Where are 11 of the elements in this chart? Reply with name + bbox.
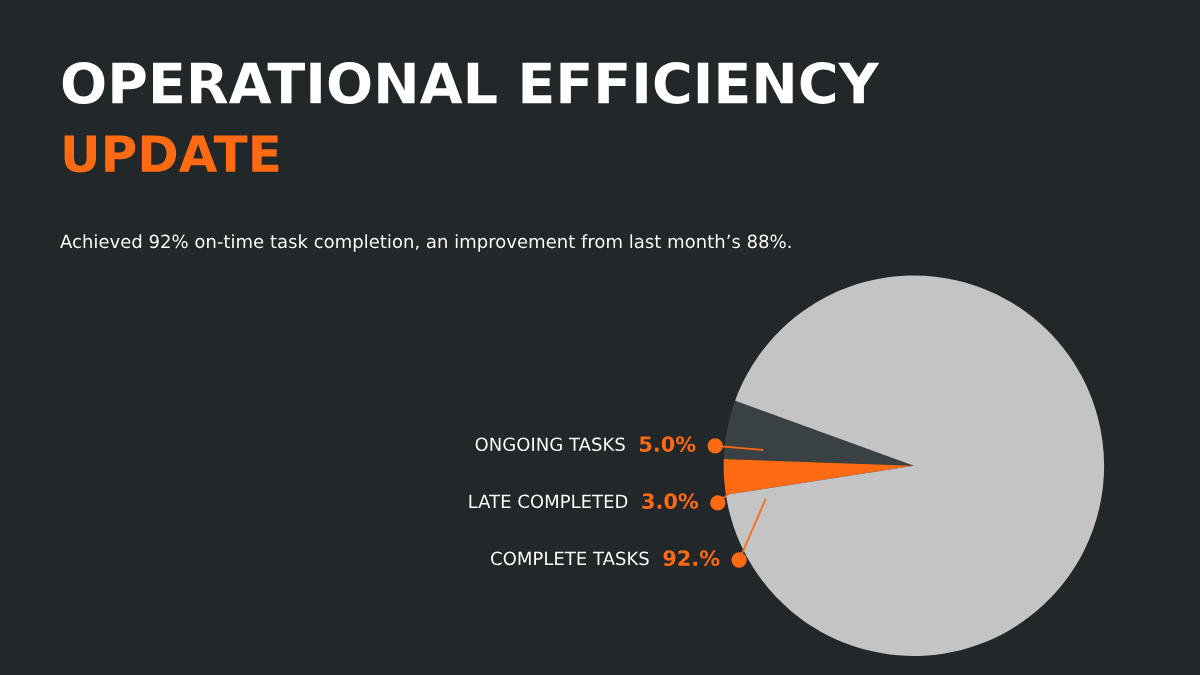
pie-slice bbox=[725, 275, 1105, 656]
chart-subtitle: UPDATE bbox=[64, 135, 279, 173]
data-label: 3.0% bbox=[642, 493, 699, 509]
text: Achieved 92% on-time task completion, an improvement from last month’s 88%. bbox=[60, 234, 791, 252]
data-label: 92.% bbox=[663, 550, 720, 567]
slice-label: ONGOING TASKS bbox=[475, 437, 625, 452]
data-label: 5.0% bbox=[639, 436, 696, 452]
chart-title: OPERATIONAL EFFICIENCY bbox=[62, 61, 880, 104]
slice-label: COMPLETE TASKS bbox=[491, 551, 649, 566]
pie-slice bbox=[723, 400, 914, 466]
slice-label: LATE COMPLETED bbox=[469, 494, 628, 509]
